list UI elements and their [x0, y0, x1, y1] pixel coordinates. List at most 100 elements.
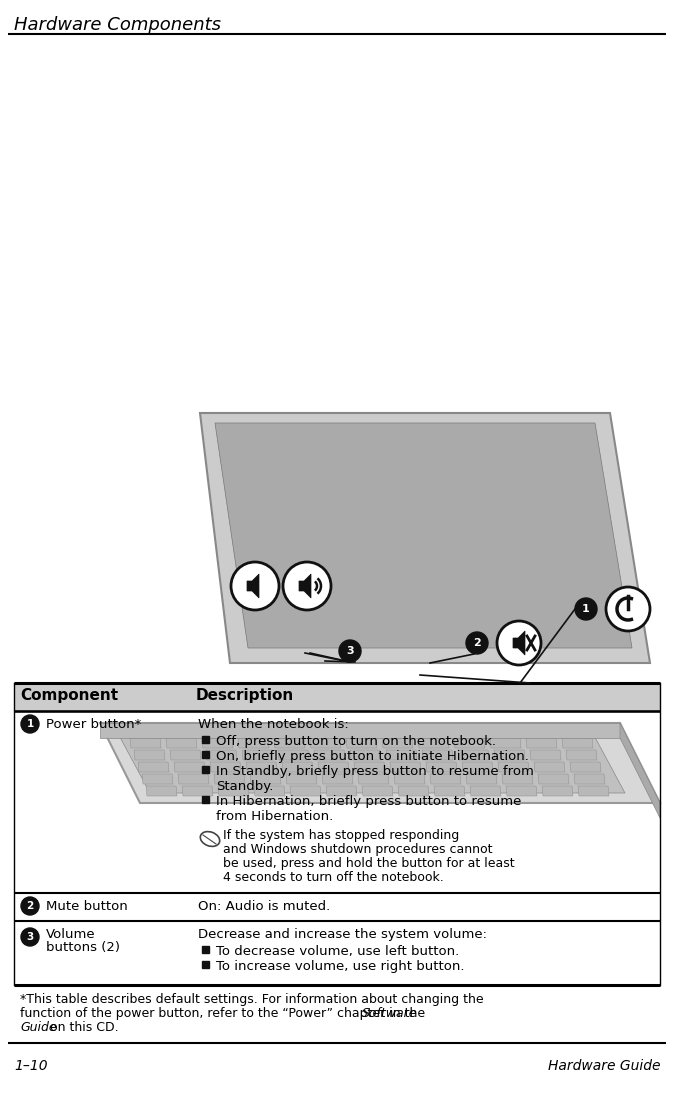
Text: Guide: Guide	[20, 1021, 57, 1034]
Polygon shape	[200, 413, 650, 663]
Text: Power button*: Power button*	[46, 718, 142, 731]
Text: On, briefly press button to initiate Hibernation.: On, briefly press button to initiate Hib…	[216, 750, 529, 764]
Polygon shape	[170, 750, 201, 760]
Polygon shape	[538, 774, 569, 784]
Text: be used, press and hold the button for at least: be used, press and hold the button for a…	[223, 857, 515, 870]
Polygon shape	[570, 762, 601, 772]
Polygon shape	[362, 786, 393, 796]
Bar	[202, 796, 209, 802]
Circle shape	[21, 928, 39, 946]
Polygon shape	[454, 738, 485, 748]
Polygon shape	[202, 738, 233, 748]
Polygon shape	[578, 786, 609, 796]
Text: on this CD.: on this CD.	[46, 1021, 119, 1034]
Circle shape	[231, 562, 279, 610]
Polygon shape	[322, 774, 353, 784]
Text: and Windows shutdown procedures cannot: and Windows shutdown procedures cannot	[223, 843, 493, 856]
Polygon shape	[178, 774, 209, 784]
Polygon shape	[286, 774, 317, 784]
Polygon shape	[242, 750, 273, 760]
Text: buttons (2): buttons (2)	[46, 940, 120, 954]
Polygon shape	[534, 762, 565, 772]
Bar	[202, 766, 209, 772]
Polygon shape	[358, 774, 389, 784]
Text: 1: 1	[26, 719, 34, 729]
Text: When the notebook is:: When the notebook is:	[198, 718, 348, 731]
Polygon shape	[218, 786, 249, 796]
Polygon shape	[274, 738, 305, 748]
Bar	[0, 35, 674, 683]
Polygon shape	[299, 574, 311, 598]
Text: 4 seconds to turn off the notebook.: 4 seconds to turn off the notebook.	[223, 871, 443, 884]
Text: Standby.: Standby.	[216, 780, 274, 792]
Polygon shape	[390, 762, 421, 772]
Polygon shape	[542, 786, 573, 796]
Polygon shape	[346, 738, 377, 748]
Polygon shape	[513, 631, 525, 654]
Bar	[202, 736, 209, 742]
Polygon shape	[426, 762, 457, 772]
Text: function of the power button, refer to the “Power” chapter in the: function of the power button, refer to t…	[20, 1007, 429, 1020]
Polygon shape	[210, 762, 241, 772]
Circle shape	[466, 632, 488, 654]
Circle shape	[21, 897, 39, 915]
Bar	[202, 750, 209, 758]
Text: *This table describes default settings. For information about changing the: *This table describes default settings. …	[20, 993, 484, 1006]
Text: Off, press button to turn on the notebook.: Off, press button to turn on the noteboo…	[216, 735, 496, 748]
Text: Software: Software	[362, 1007, 417, 1020]
Polygon shape	[138, 762, 169, 772]
Polygon shape	[574, 774, 605, 784]
Text: Component: Component	[20, 688, 118, 703]
Polygon shape	[506, 786, 537, 796]
Polygon shape	[562, 738, 593, 748]
Circle shape	[497, 621, 541, 664]
Polygon shape	[434, 786, 465, 796]
Text: If the system has stopped responding: If the system has stopped responding	[223, 829, 459, 843]
Polygon shape	[206, 750, 237, 760]
Polygon shape	[142, 774, 173, 784]
Text: 3: 3	[26, 932, 34, 942]
Polygon shape	[498, 762, 529, 772]
Polygon shape	[502, 774, 533, 784]
Polygon shape	[166, 738, 197, 748]
Circle shape	[575, 598, 597, 620]
Polygon shape	[238, 738, 269, 748]
Text: from Hibernation.: from Hibernation.	[216, 810, 333, 823]
Text: Mute button: Mute button	[46, 900, 128, 913]
Polygon shape	[130, 738, 161, 748]
Bar	[202, 946, 209, 953]
Text: To increase volume, use right button.: To increase volume, use right button.	[216, 961, 464, 973]
Polygon shape	[254, 786, 285, 796]
Polygon shape	[466, 774, 497, 784]
Circle shape	[339, 640, 361, 662]
Polygon shape	[530, 750, 561, 760]
Polygon shape	[215, 423, 632, 648]
Polygon shape	[526, 738, 557, 748]
Polygon shape	[214, 774, 245, 784]
Text: In Hibernation, briefly press button to resume: In Hibernation, briefly press button to …	[216, 795, 522, 808]
Polygon shape	[422, 750, 453, 760]
Text: 1: 1	[582, 604, 590, 614]
Polygon shape	[146, 786, 177, 796]
Polygon shape	[394, 774, 425, 784]
Circle shape	[21, 715, 39, 733]
Circle shape	[606, 587, 650, 631]
Polygon shape	[314, 750, 345, 760]
Text: On: Audio is muted.: On: Audio is muted.	[198, 900, 330, 913]
Polygon shape	[174, 762, 205, 772]
Polygon shape	[246, 762, 277, 772]
Polygon shape	[310, 738, 341, 748]
Polygon shape	[282, 762, 313, 772]
Polygon shape	[494, 750, 525, 760]
Text: To decrease volume, use left button.: To decrease volume, use left button.	[216, 945, 464, 958]
Text: 3: 3	[346, 646, 354, 656]
Polygon shape	[490, 738, 521, 748]
Polygon shape	[100, 723, 620, 738]
Polygon shape	[250, 774, 281, 784]
Polygon shape	[354, 762, 385, 772]
Polygon shape	[386, 750, 417, 760]
Text: Hardware Guide: Hardware Guide	[547, 1058, 660, 1073]
Polygon shape	[620, 723, 660, 818]
Polygon shape	[318, 762, 349, 772]
Polygon shape	[182, 786, 213, 796]
